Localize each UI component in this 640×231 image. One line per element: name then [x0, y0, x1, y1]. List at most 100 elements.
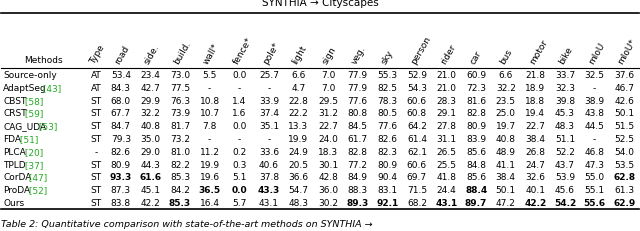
Text: 71.5: 71.5 — [407, 185, 427, 195]
Text: 61.3: 61.3 — [614, 185, 634, 195]
Text: 82.2: 82.2 — [170, 160, 190, 169]
Text: -: - — [593, 84, 596, 92]
Text: 36.5: 36.5 — [198, 185, 221, 195]
Text: 42.6: 42.6 — [614, 96, 634, 105]
Text: 60.6: 60.6 — [407, 96, 427, 105]
Text: 29.0: 29.0 — [140, 147, 161, 156]
Text: 67.7: 67.7 — [111, 109, 131, 118]
Text: 85.6: 85.6 — [466, 147, 486, 156]
Text: 32.5: 32.5 — [584, 71, 605, 80]
Text: 85.3: 85.3 — [170, 173, 190, 182]
Text: 18.8: 18.8 — [525, 96, 545, 105]
Text: sign: sign — [320, 45, 337, 66]
Text: 30.1: 30.1 — [318, 160, 338, 169]
Text: ST: ST — [90, 109, 102, 118]
Text: CAG_UDA: CAG_UDA — [3, 122, 46, 131]
Text: 11.2: 11.2 — [200, 147, 220, 156]
Text: 29.9: 29.9 — [140, 96, 161, 105]
Text: [53]: [53] — [36, 122, 57, 131]
Text: 36.0: 36.0 — [318, 185, 338, 195]
Text: 21.8: 21.8 — [525, 71, 545, 80]
Text: 52.2: 52.2 — [555, 147, 575, 156]
Text: ST: ST — [90, 198, 102, 207]
Text: 38.9: 38.9 — [584, 96, 605, 105]
Text: 80.9: 80.9 — [466, 122, 486, 131]
Text: 24.9: 24.9 — [289, 147, 308, 156]
Text: 84.3: 84.3 — [111, 84, 131, 92]
Text: 84.9: 84.9 — [348, 173, 368, 182]
Text: [58]: [58] — [22, 96, 43, 105]
Text: ST: ST — [90, 122, 102, 131]
Text: 46.7: 46.7 — [614, 84, 634, 92]
Text: 24.0: 24.0 — [318, 134, 338, 143]
Text: 0.2: 0.2 — [232, 147, 246, 156]
Text: 81.6: 81.6 — [466, 96, 486, 105]
Text: 16.4: 16.4 — [200, 198, 220, 207]
Text: 48.9: 48.9 — [496, 147, 516, 156]
Text: 60.8: 60.8 — [407, 109, 427, 118]
Text: 23.4: 23.4 — [140, 71, 161, 80]
Text: -: - — [593, 134, 596, 143]
Text: 25.7: 25.7 — [259, 71, 279, 80]
Text: 46.8: 46.8 — [584, 147, 605, 156]
Text: 32.2: 32.2 — [140, 109, 161, 118]
Text: CBST: CBST — [3, 96, 26, 105]
Text: veg.: veg. — [350, 45, 367, 66]
Text: 19.9: 19.9 — [200, 160, 220, 169]
Text: 53.5: 53.5 — [614, 160, 634, 169]
Text: CRST: CRST — [3, 109, 27, 118]
Text: 77.5: 77.5 — [170, 84, 190, 92]
Text: 35.1: 35.1 — [259, 122, 279, 131]
Text: 0.0: 0.0 — [232, 185, 247, 195]
Text: 7.8: 7.8 — [202, 122, 217, 131]
Text: 26.8: 26.8 — [525, 147, 545, 156]
Text: 19.9: 19.9 — [289, 134, 308, 143]
Text: motor: motor — [527, 38, 549, 66]
Text: SYNTHIA → Cityscapes: SYNTHIA → Cityscapes — [262, 0, 378, 8]
Text: 0.0: 0.0 — [232, 122, 246, 131]
Text: 79.3: 79.3 — [111, 134, 131, 143]
Text: 44.3: 44.3 — [140, 160, 161, 169]
Text: -: - — [268, 134, 271, 143]
Text: 82.6: 82.6 — [378, 134, 397, 143]
Text: 84.8: 84.8 — [466, 160, 486, 169]
Text: 22.7: 22.7 — [525, 122, 545, 131]
Text: 55.1: 55.1 — [584, 185, 605, 195]
Text: 85.6: 85.6 — [466, 173, 486, 182]
Text: 5.5: 5.5 — [202, 71, 217, 80]
Text: 7.0: 7.0 — [321, 84, 335, 92]
Text: 22.7: 22.7 — [318, 122, 338, 131]
Text: 6.6: 6.6 — [291, 71, 306, 80]
Text: fence*: fence* — [232, 36, 254, 66]
Text: light: light — [291, 44, 308, 66]
Text: ST: ST — [90, 96, 102, 105]
Text: 89.7: 89.7 — [465, 198, 487, 207]
Text: -: - — [268, 84, 271, 92]
Text: ST: ST — [90, 160, 102, 169]
Text: road: road — [113, 44, 131, 66]
Text: 84.5: 84.5 — [348, 122, 368, 131]
Text: 29.1: 29.1 — [436, 109, 456, 118]
Text: 69.7: 69.7 — [407, 173, 427, 182]
Text: 33.6: 33.6 — [259, 147, 279, 156]
Text: 55.3: 55.3 — [377, 71, 397, 80]
Text: 54.7: 54.7 — [289, 185, 308, 195]
Text: 4.7: 4.7 — [291, 84, 305, 92]
Text: 80.9: 80.9 — [111, 160, 131, 169]
Text: 77.6: 77.6 — [348, 96, 368, 105]
Text: 33.9: 33.9 — [259, 96, 279, 105]
Text: car: car — [468, 49, 483, 66]
Text: 72.3: 72.3 — [466, 84, 486, 92]
Text: -: - — [208, 84, 211, 92]
Text: 43.1: 43.1 — [259, 198, 279, 207]
Text: pole*: pole* — [261, 41, 281, 66]
Text: mIoU: mIoU — [587, 41, 606, 66]
Text: 35.0: 35.0 — [140, 134, 161, 143]
Text: 38.4: 38.4 — [525, 134, 545, 143]
Text: 44.5: 44.5 — [585, 122, 605, 131]
Text: 18.3: 18.3 — [318, 147, 338, 156]
Text: 73.2: 73.2 — [170, 134, 190, 143]
Text: 45.3: 45.3 — [555, 109, 575, 118]
Text: 93.3: 93.3 — [109, 173, 132, 182]
Text: 45.6: 45.6 — [555, 185, 575, 195]
